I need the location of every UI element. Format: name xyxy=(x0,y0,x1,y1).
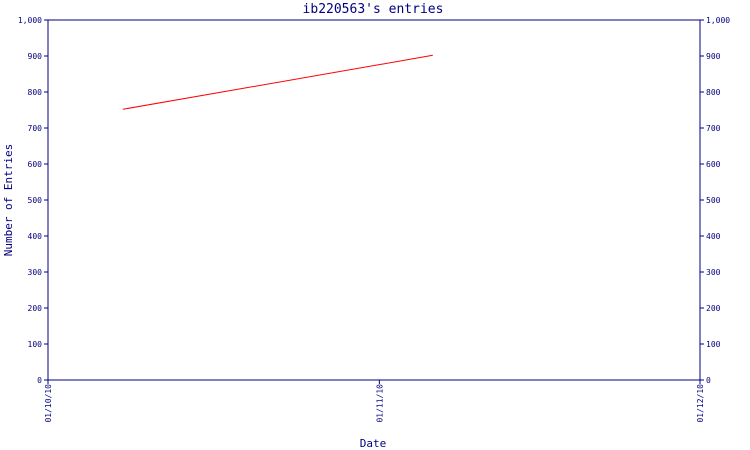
y-tick-label-left: 200 xyxy=(28,304,43,313)
y-tick-label-right: 400 xyxy=(706,232,721,241)
y-tick-label-right: 200 xyxy=(706,304,721,313)
x-axis: 01/10/10 01/11/10 01/12/10 xyxy=(44,380,705,423)
y-tick-label-left: 900 xyxy=(28,52,43,61)
series-layer xyxy=(122,54,433,110)
y-axis-right: 0 100 200 300 400 500 600 700 800 900 1,000 xyxy=(700,16,730,385)
x-tick-label: 01/11/10 xyxy=(375,384,384,423)
series-line xyxy=(122,54,433,110)
y-tick-label-left: 600 xyxy=(28,160,43,169)
y-tick-label-left: 100 xyxy=(28,340,43,349)
y-tick-label-right: 100 xyxy=(706,340,721,349)
y-axis-left: 0 100 200 300 400 500 600 700 800 900 1,000 xyxy=(18,16,48,385)
y-tick-label-left: 1,000 xyxy=(18,16,42,25)
y-tick-label-left: 700 xyxy=(28,124,43,133)
y-tick-label-right: 900 xyxy=(706,52,721,61)
y-tick-label-right: 1,000 xyxy=(706,16,730,25)
x-axis-label: Date xyxy=(360,437,387,450)
y-tick-label-right: 600 xyxy=(706,160,721,169)
x-tick-label: 01/10/10 xyxy=(44,384,53,423)
y-tick-label-right: 500 xyxy=(706,196,721,205)
y-tick-label-left: 300 xyxy=(28,268,43,277)
y-tick-label-left: 0 xyxy=(37,376,42,385)
y-axis-label: Number of Entries xyxy=(2,144,15,257)
chart-title: ib220563's entries xyxy=(303,2,444,17)
y-tick-label-left: 500 xyxy=(28,196,43,205)
x-tick-label: 01/12/10 xyxy=(696,384,705,423)
y-tick-label-right: 0 xyxy=(706,376,711,385)
y-tick-label-right: 300 xyxy=(706,268,721,277)
y-tick-label-right: 700 xyxy=(706,124,721,133)
y-tick-label-right: 800 xyxy=(706,88,721,97)
y-tick-label-left: 400 xyxy=(28,232,43,241)
plot-frame xyxy=(47,19,701,381)
y-tick-label-left: 800 xyxy=(28,88,43,97)
